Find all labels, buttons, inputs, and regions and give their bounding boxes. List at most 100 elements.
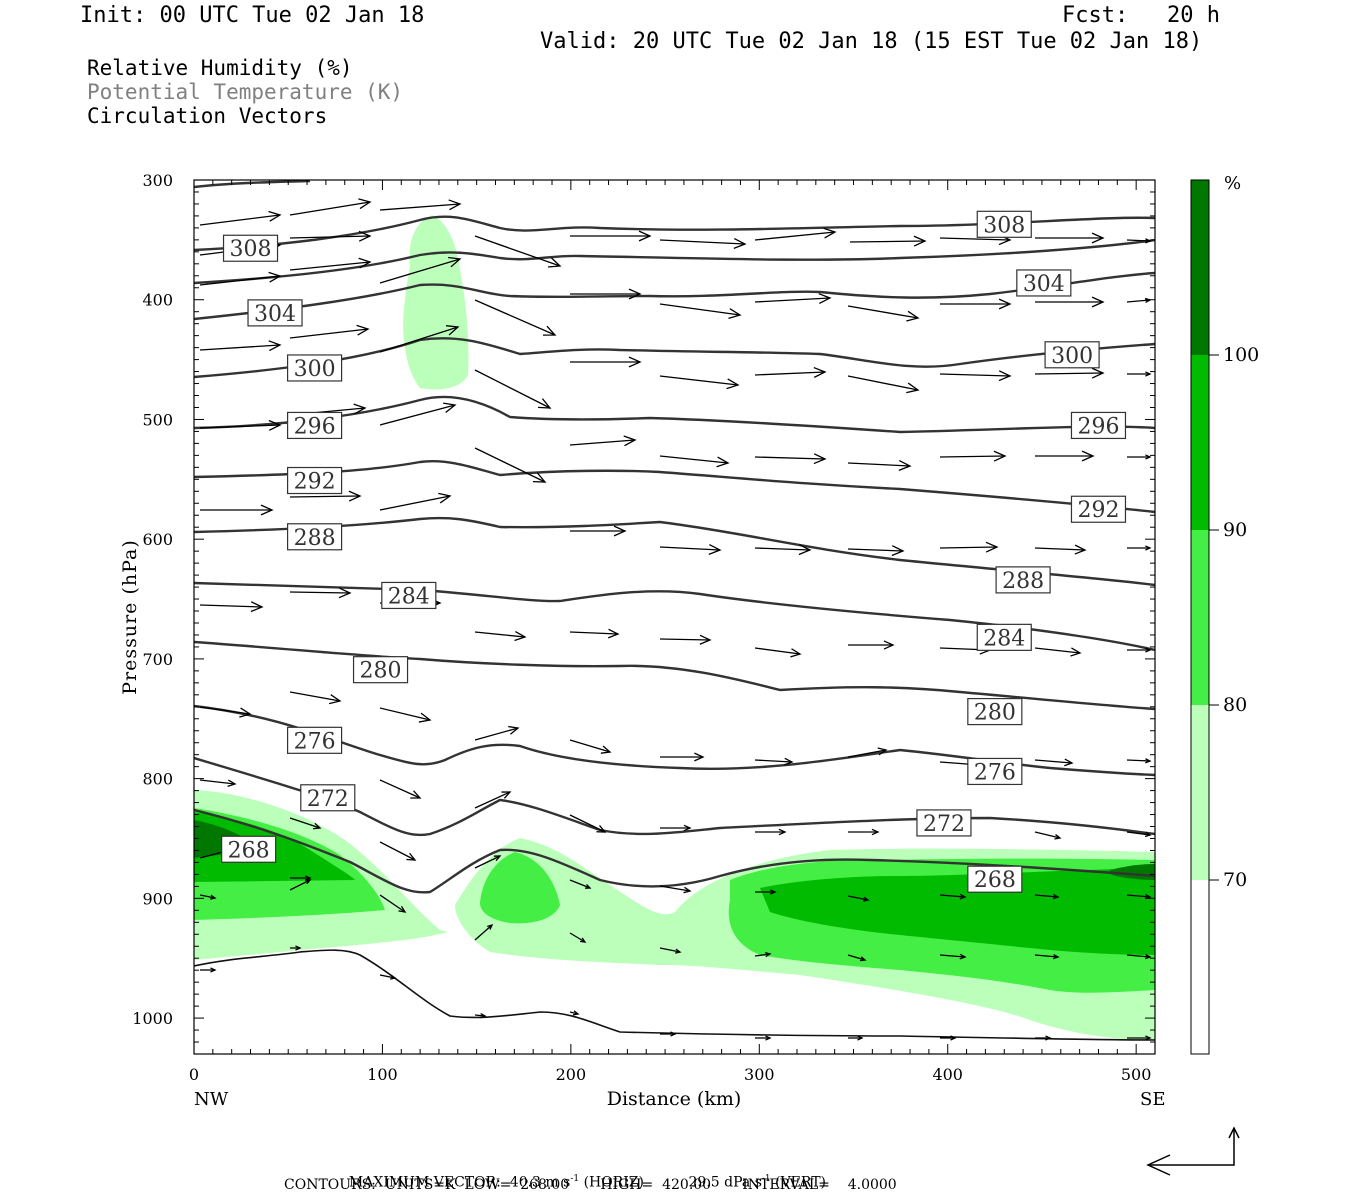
vector-arrow xyxy=(569,739,612,754)
contour-label-box xyxy=(286,523,343,551)
vector-arrow xyxy=(289,230,372,242)
contour-label: 268 xyxy=(974,868,1016,893)
contour-label: 280 xyxy=(974,701,1016,726)
vector-arrow xyxy=(1034,893,1060,900)
vector-arrow xyxy=(754,757,794,766)
vector-arrow xyxy=(380,597,442,609)
rh-region xyxy=(455,838,1155,1040)
contour-label-box xyxy=(1044,341,1100,369)
colorbar-segment xyxy=(1191,530,1209,705)
vector-arrow xyxy=(199,706,252,718)
vector-arrow xyxy=(570,230,652,242)
y-tick-label: 1000 xyxy=(132,1009,173,1028)
vector-arrow xyxy=(379,974,397,980)
contour-label: 288 xyxy=(1002,569,1044,594)
vector-arrow xyxy=(289,403,367,416)
vector-arrow xyxy=(199,779,237,787)
contour-label: 284 xyxy=(388,584,430,609)
colorbar-level: 70 xyxy=(1223,869,1247,891)
x-end-right: SE xyxy=(1140,1089,1165,1110)
theta-contour-line xyxy=(194,949,1155,1041)
contour-label-box xyxy=(916,809,972,837)
y-tick-label: 500 xyxy=(142,410,173,429)
contour-label-box xyxy=(221,835,277,863)
theta-contour-labels: 308 308 304 304 300 300 296 296 292 292 288 288 284 2… xyxy=(221,210,1127,893)
contour-label-box xyxy=(967,757,1023,786)
contour-label-box xyxy=(286,354,343,382)
vector-arrow xyxy=(199,848,232,859)
vector-arrow xyxy=(474,725,520,741)
colorbar-level: 100 xyxy=(1223,344,1259,366)
vector-arrow xyxy=(379,492,452,511)
vert-exp: -1 xyxy=(761,1174,771,1184)
vector-arrow xyxy=(659,455,730,468)
vector-arrow xyxy=(289,324,370,339)
vector-arrow xyxy=(849,235,927,247)
vector-arrow xyxy=(200,504,274,516)
theta-contours xyxy=(194,180,1155,1041)
vector-arrow xyxy=(1127,454,1152,460)
contour-label-box xyxy=(381,581,437,610)
vector-arrow xyxy=(660,824,692,832)
vector-arrow xyxy=(1126,953,1152,960)
vector-arrow xyxy=(199,271,282,286)
vector-arrow xyxy=(755,828,787,836)
y-axis: 300 400 500 600 700 800 900 1000 xyxy=(132,171,173,1028)
rh-region xyxy=(760,868,1155,955)
theta-contour-line xyxy=(194,756,1155,837)
theta-contour-line xyxy=(194,215,1155,252)
vector-arrow xyxy=(660,752,705,762)
colorbar-level: 80 xyxy=(1223,694,1247,716)
vector-arrow xyxy=(1034,758,1074,767)
vector-arrow xyxy=(1034,647,1082,657)
vector-arrow xyxy=(1126,297,1152,304)
vector-arrow xyxy=(569,814,607,833)
vector-arrow xyxy=(289,879,312,891)
vector-arrow xyxy=(939,760,982,769)
contour-label: 300 xyxy=(294,357,336,382)
reference-vector-icon xyxy=(1146,1126,1240,1176)
colorbar-level: 90 xyxy=(1223,519,1247,541)
max-vector-label: MAXIMUM VECTOR: xyxy=(348,1174,501,1191)
contour-label: 276 xyxy=(294,729,336,754)
theta-contour-line xyxy=(194,516,1155,587)
vector-arrow xyxy=(1034,367,1105,379)
vector-arrow xyxy=(847,305,920,322)
colorbar-unit: % xyxy=(1224,173,1241,194)
contour-label: 304 xyxy=(1023,272,1065,297)
contour-label-box xyxy=(1016,269,1072,297)
legend-rh: Relative Humidity (%) xyxy=(87,56,353,80)
vector-arrow xyxy=(659,634,712,645)
contour-label-box xyxy=(247,299,303,327)
reference-vector-head xyxy=(1228,1126,1240,1139)
vector-arrow xyxy=(847,545,905,557)
contour-label: 308 xyxy=(230,237,272,262)
vector-arrow xyxy=(848,640,895,650)
theta-contour-line xyxy=(194,395,1155,434)
vector-arrow xyxy=(570,356,642,368)
rh-region xyxy=(194,812,355,882)
colorbar-segment xyxy=(1191,355,1209,530)
vector-arrow xyxy=(659,947,682,954)
colorbar-border xyxy=(1190,179,1210,1055)
contour-label-box xyxy=(286,726,343,754)
plot-frame xyxy=(193,179,1156,1055)
vector-arrow xyxy=(570,288,642,300)
vector-arrow xyxy=(290,945,302,951)
vector-arrow xyxy=(379,779,422,799)
contour-label-box xyxy=(222,234,279,262)
vector-arrow xyxy=(848,1035,864,1041)
vector-arrow xyxy=(379,707,432,723)
reference-vector-line xyxy=(1148,1128,1235,1166)
rh-region xyxy=(194,790,448,960)
vector-arrow xyxy=(939,893,967,900)
contour-label-box xyxy=(995,566,1051,594)
y-tick-label: 400 xyxy=(142,291,173,310)
vector-arrow xyxy=(848,828,880,836)
vector-arrow xyxy=(659,238,747,249)
rh-region xyxy=(1110,864,1155,880)
rh-region xyxy=(728,858,1155,993)
x-tick-label: 200 xyxy=(556,1065,587,1084)
vector-arrow xyxy=(659,885,692,894)
x-tick-label: 0 xyxy=(189,1065,199,1084)
